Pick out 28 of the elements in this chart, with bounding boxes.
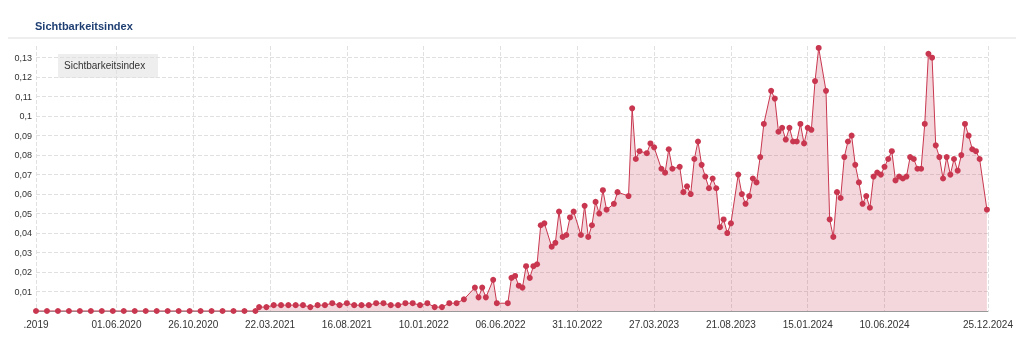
y-tick-label: 0,01	[14, 286, 32, 297]
legend-title: Sichtbarkeitsindex	[64, 59, 146, 71]
x-tick-label: 10.01.2022	[398, 318, 450, 330]
y-tick-label: 0,1	[19, 111, 32, 122]
y-tick-label: 0,03	[14, 247, 32, 258]
x-tick-label: 21.08.2023	[705, 318, 757, 330]
y-tick-label: 0,05	[14, 208, 32, 219]
x-tick-label: 15.01.2024	[782, 318, 834, 330]
y-tick-label: 0,08	[14, 150, 32, 161]
y-tick-label: 0,04	[14, 228, 32, 239]
y-tick-label: 0,02	[14, 267, 32, 278]
y-tick-label: 0,07	[14, 169, 32, 180]
x-tick-label: 01.06.2020	[91, 318, 142, 330]
x-tick-label: 06.06.2022	[475, 318, 526, 330]
x-tick-label: 31.10.2022	[552, 318, 603, 330]
x-tick-label: 10.06.2024	[859, 318, 910, 330]
x-tick-label: 26.10.2020	[168, 318, 219, 330]
chart-title: Sichtbarkeitsindex	[35, 19, 134, 32]
x-tick-label: 27.03.2023	[629, 318, 680, 330]
y-tick-label: 0,11	[15, 91, 32, 102]
x-tick-label: 25.12.2024	[962, 318, 1014, 330]
x-tick-label: 16.08.2021	[321, 318, 373, 330]
y-tick-label: 0,09	[14, 130, 32, 141]
y-tick-label: 0,12	[14, 72, 32, 83]
y-tick-label: 0,06	[14, 189, 32, 200]
y-tick-label: 0,13	[14, 52, 32, 63]
x-tick-label: .2019	[23, 318, 49, 330]
x-tick-label: 22.03.2021	[245, 318, 296, 330]
